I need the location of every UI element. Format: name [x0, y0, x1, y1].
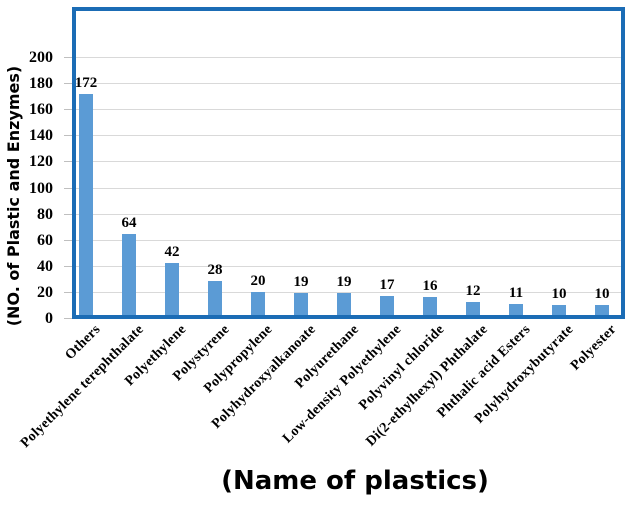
plot-area-border: [72, 7, 625, 319]
y-axis-tick-label: 200: [29, 49, 53, 66]
gridline: [76, 57, 621, 58]
bar: [122, 234, 136, 315]
bar-value-label: 20: [250, 272, 266, 289]
y-axis-tick-mark: [64, 214, 72, 215]
gridline: [76, 135, 621, 136]
y-axis-tick-mark: [64, 240, 72, 241]
y-axis-tick-mark: [64, 135, 72, 136]
gridline: [76, 266, 621, 267]
bar: [251, 291, 265, 315]
y-axis-tick-mark: [64, 266, 72, 267]
y-axis-tick-mark: [64, 161, 72, 162]
gridline: [76, 292, 621, 293]
y-axis-tick-label: 180: [29, 75, 53, 92]
bar-value-label: 28: [207, 262, 223, 279]
bar-value-label: 11: [508, 284, 524, 301]
bar-value-label: 172: [74, 74, 98, 91]
bar: [380, 295, 394, 315]
bar: [208, 281, 222, 315]
y-axis-tick-label: 40: [37, 258, 53, 275]
bar: [509, 303, 523, 315]
y-axis-tick-label: 120: [29, 153, 53, 170]
category-label: Polyester: [568, 322, 620, 374]
y-axis-tick-mark: [64, 318, 72, 319]
bar-value-label: 42: [164, 244, 180, 261]
bar: [552, 304, 566, 315]
bar: [165, 263, 179, 315]
y-axis-tick-label: 80: [37, 206, 53, 223]
y-axis-tick-label: 100: [29, 180, 53, 197]
bar-value-label: 10: [551, 285, 567, 302]
y-axis-tick-label: 140: [29, 127, 53, 144]
bar-value-label: 17: [379, 276, 395, 293]
bar-value-label: 19: [293, 274, 309, 291]
y-axis-tick-mark: [64, 188, 72, 189]
gridline: [76, 240, 621, 241]
bar-value-label: 12: [465, 283, 481, 300]
y-axis-tick-mark: [64, 109, 72, 110]
y-axis-tick-label: 60: [37, 232, 53, 249]
bar: [466, 302, 480, 315]
bar: [294, 293, 308, 315]
y-axis-tick-mark: [64, 57, 72, 58]
y-axis-tick-label: 160: [29, 101, 53, 118]
y-axis-tick-label: 0: [45, 310, 53, 327]
bar: [595, 304, 609, 315]
y-axis-tick-mark: [64, 292, 72, 293]
gridline: [76, 214, 621, 215]
gridline: [76, 83, 621, 84]
bar-value-label: 19: [336, 274, 352, 291]
gridline: [76, 161, 621, 162]
y-axis-tick-label: 20: [37, 284, 53, 301]
bar: [423, 297, 437, 315]
bar: [79, 93, 93, 315]
bar-value-label: 16: [422, 278, 438, 295]
y-axis-tick-mark: [64, 83, 72, 84]
bar-value-label: 64: [121, 215, 137, 232]
gridline: [76, 109, 621, 110]
bar-value-label: 10: [594, 285, 610, 302]
category-label: Others: [62, 322, 104, 364]
x-axis-title: (Name of plastics): [221, 466, 489, 496]
gridline: [76, 188, 621, 189]
bar: [337, 293, 351, 315]
